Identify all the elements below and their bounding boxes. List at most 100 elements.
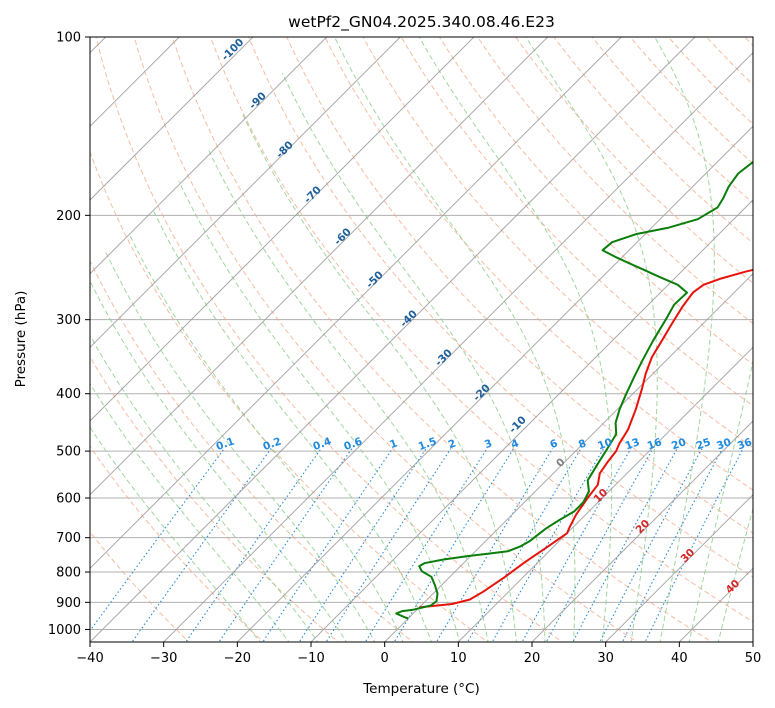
mixing-ratio-line (131, 448, 272, 642)
mixing-ratio-label: 0.2 (261, 435, 283, 453)
mixing-ratio-label: 1 (388, 437, 399, 451)
mixing-ratio-label: 25 (695, 436, 713, 452)
moist-adiabat (717, 506, 753, 642)
isotherm (163, 51, 753, 642)
moist-adiabat (242, 113, 518, 642)
dry-adiabat (324, 37, 753, 491)
dry-adiabat (209, 37, 753, 623)
isotherm (457, 346, 753, 642)
x-tick-label: 0 (381, 651, 389, 666)
mixing-ratio-line (262, 448, 393, 642)
dry-adiabat (90, 259, 414, 642)
x-axis-ticks: −40 −30 −20 −10 0 10 20 30 40 50 (76, 642, 761, 666)
moist-adiabat (90, 279, 347, 642)
moist-adiabat (334, 37, 576, 642)
y-tick-label: 900 (56, 596, 81, 611)
y-tick-label: 600 (56, 492, 81, 507)
isotherm (90, 37, 696, 642)
mixing-ratio-label: 13 (624, 436, 642, 452)
x-tick-label: 10 (450, 651, 467, 666)
dry-adiabat (171, 37, 713, 642)
mixing-ratio-line (435, 448, 553, 642)
dry-adiabat (90, 356, 340, 642)
y-tick-label: 200 (56, 209, 81, 224)
chart-title: wetPf2_GN04.2025.340.08.46.E23 (288, 13, 555, 32)
mixing-ratio-line (545, 448, 654, 642)
moist-adiabat (90, 382, 290, 642)
background-lines (90, 37, 753, 642)
x-axis-label: Temperature (°C) (362, 681, 480, 697)
mixing-ratio-label: 4 (510, 437, 521, 451)
y-tick-label: 800 (56, 566, 81, 581)
dry-adiabat (286, 37, 753, 534)
y-tick-label: 400 (56, 387, 81, 402)
y-tick-label: 700 (56, 531, 81, 546)
sounding-lines (395, 160, 753, 620)
dry-adiabat (90, 531, 190, 642)
mixing-ratio-label: 1.5 (417, 435, 439, 453)
y-axis-ticks: 1000 900 800 700 600 500 400 300 200 100 (48, 31, 90, 638)
mixing-ratio-label: 0.1 (215, 435, 237, 453)
mixing-ratio-line (364, 448, 488, 642)
mixing-ratio-line (298, 448, 427, 642)
x-tick-label: 30 (597, 651, 614, 666)
mixing-ratio-line (218, 448, 353, 642)
mixing-ratio-label: 0.6 (342, 435, 364, 453)
isotherm (90, 37, 401, 349)
mixing-ratio-label: 16 (646, 436, 664, 452)
isotherm (90, 37, 622, 570)
isotherm (90, 37, 475, 422)
dewpoint-profile-line (395, 160, 753, 620)
x-tick-label: −20 (224, 651, 251, 666)
dry-adiabat (90, 150, 489, 642)
moist-adiabat (654, 37, 715, 642)
mixing-ratio-label: 8 (577, 437, 588, 451)
moist-adiabat (90, 334, 319, 642)
moist-adiabat (688, 358, 753, 642)
y-tick-label: 1000 (48, 623, 81, 638)
mixing-ratio-label: 10 (596, 436, 614, 452)
mixing-ratio-line (185, 448, 322, 642)
x-tick-label: −30 (150, 651, 177, 666)
dry-adiabat (133, 37, 638, 642)
x-tick-label: −10 (297, 651, 324, 666)
x-tick-label: 20 (524, 651, 541, 666)
moist-adiabat (525, 37, 658, 642)
moist-adiabat (208, 149, 489, 642)
moist-adiabat (104, 251, 376, 642)
y-tick-label: 500 (56, 445, 81, 460)
plot-area (90, 37, 753, 642)
mixing-ratio-label: 3 (483, 437, 494, 451)
moist-adiabat (128, 233, 404, 642)
mixing-ratio-line (466, 448, 582, 642)
mixing-ratio-label: 30 (715, 436, 733, 452)
isotherm (531, 420, 753, 642)
mixing-ratio-line (325, 448, 452, 642)
isotherm (605, 493, 753, 642)
isotherm (90, 37, 328, 275)
isotherm (384, 272, 753, 642)
x-tick-label: −40 (76, 651, 103, 666)
mixing-ratio-line (393, 448, 515, 642)
mixing-ratio-line (621, 448, 723, 642)
mixing-ratio-label: 20 (670, 436, 688, 452)
x-tick-label: 50 (745, 651, 762, 666)
mixing-ratio-label: 6 (548, 437, 559, 451)
temperature-profile-line (419, 268, 753, 609)
mixing-ratio-line (521, 448, 632, 642)
y-tick-label: 100 (56, 31, 81, 46)
isotherm (236, 125, 753, 642)
moist-adiabat (178, 180, 461, 642)
isotherm (90, 37, 254, 201)
dry-adiabat (438, 37, 753, 366)
dry-adiabat (95, 37, 564, 642)
plot-frame (89, 36, 754, 643)
moist-adiabat (281, 72, 546, 642)
moist-adiabat (152, 208, 432, 642)
dry-adiabat (248, 37, 753, 578)
x-tick-label: 40 (671, 651, 688, 666)
isotherm (90, 37, 549, 496)
mixing-ratio-label: 2 (447, 437, 458, 451)
y-tick-label: 300 (56, 313, 81, 328)
